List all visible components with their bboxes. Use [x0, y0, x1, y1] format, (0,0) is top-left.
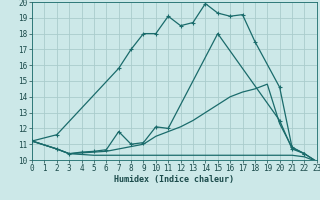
X-axis label: Humidex (Indice chaleur): Humidex (Indice chaleur)	[115, 175, 234, 184]
